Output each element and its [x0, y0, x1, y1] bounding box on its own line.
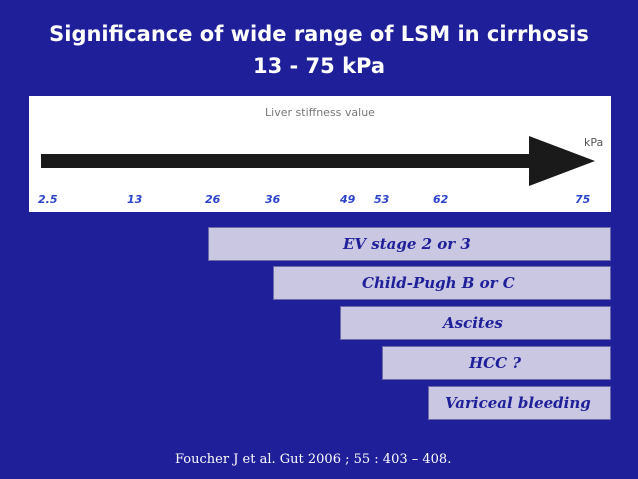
slide-title: Significance of wide range of LSM in cir…	[49, 22, 589, 46]
scale-unit: kPa	[584, 136, 604, 149]
bar-hcc: HCC ?	[382, 346, 611, 380]
bar-child-pugh: Child-Pugh B or C	[273, 266, 611, 300]
tick-label: 49	[340, 193, 356, 206]
tick-label: 13	[127, 193, 143, 206]
tick-label: 75	[575, 193, 591, 206]
stiffness-arrow-icon	[41, 136, 595, 186]
tick-label: 62	[433, 193, 449, 206]
bar-variceal-bleeding: Variceal bleeding	[428, 386, 611, 420]
bar-ascites: Ascites	[340, 306, 611, 340]
tick-label: 53	[374, 193, 390, 206]
bar-label: EV stage 2 or 3	[343, 235, 471, 253]
tick-label: 2.5	[38, 193, 58, 206]
tick-label: 36	[265, 193, 281, 206]
bar-label: Ascites	[443, 314, 503, 332]
tick-label: 26	[205, 193, 221, 206]
slide-subtitle: 13 - 75 kPa	[252, 54, 386, 78]
bar-label: Variceal bleeding	[445, 394, 591, 412]
bar-label: HCC ?	[469, 354, 522, 372]
citation: Foucher J et al. Gut 2006 ; 55 : 403 – 4…	[175, 452, 452, 467]
bar-ev-stage: EV stage 2 or 3	[208, 227, 611, 261]
bar-label: Child-Pugh B or C	[362, 274, 515, 292]
stiffness-scale-panel: Liver stiffness value kPa 2.5 13 26 36 4…	[29, 96, 611, 212]
scale-label: Liver stiffness value	[265, 106, 375, 119]
